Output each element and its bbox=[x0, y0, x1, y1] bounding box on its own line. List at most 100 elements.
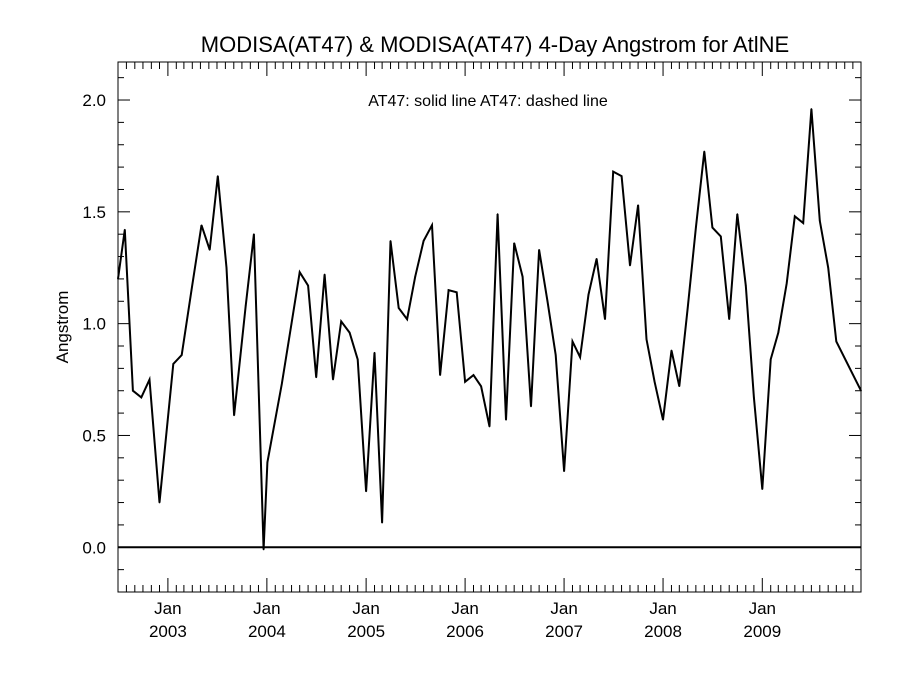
data-point bbox=[266, 461, 269, 464]
data-point bbox=[389, 240, 392, 242]
data-point bbox=[332, 378, 334, 381]
x-tick-label-month: Jan bbox=[451, 599, 478, 618]
data-point bbox=[678, 385, 681, 388]
data-point bbox=[488, 425, 491, 428]
data-point bbox=[620, 175, 623, 177]
data-point bbox=[315, 376, 318, 379]
data-point bbox=[521, 275, 524, 278]
data-point bbox=[117, 278, 119, 280]
data-point bbox=[818, 219, 821, 222]
data-point bbox=[612, 170, 614, 173]
data-point bbox=[728, 318, 731, 320]
data-point bbox=[464, 380, 466, 383]
data-point bbox=[472, 374, 475, 376]
data-point bbox=[447, 289, 450, 291]
data-point bbox=[123, 228, 126, 231]
data-point bbox=[180, 354, 183, 356]
x-tick-label-month: Jan bbox=[352, 599, 379, 618]
y-tick-label: 0.5 bbox=[82, 426, 106, 445]
data-point bbox=[587, 293, 590, 296]
data-point bbox=[414, 275, 417, 278]
x-tick-label-year: 2006 bbox=[446, 622, 484, 641]
data-point bbox=[373, 351, 376, 354]
data-point bbox=[208, 249, 211, 251]
data-point bbox=[736, 213, 739, 215]
data-point bbox=[431, 224, 433, 227]
data-point bbox=[365, 490, 367, 493]
data-point bbox=[340, 320, 342, 323]
x-tick-label-month: Jan bbox=[253, 599, 280, 618]
data-point bbox=[604, 318, 606, 320]
x-tick-label-month: Jan bbox=[550, 599, 577, 618]
data-point bbox=[720, 235, 722, 238]
data-point bbox=[810, 108, 813, 110]
data-point bbox=[860, 389, 862, 392]
data-point bbox=[280, 383, 283, 385]
data-point bbox=[244, 304, 247, 307]
x-tick-label-year: 2008 bbox=[644, 622, 682, 641]
data-point bbox=[216, 175, 219, 177]
series-legend-note: AT47: solid line AT47: dashed line bbox=[368, 93, 608, 110]
y-tick-label: 0.0 bbox=[82, 538, 106, 557]
x-tick-label-month: Jan bbox=[154, 599, 181, 618]
data-point bbox=[703, 150, 706, 153]
data-point bbox=[381, 521, 383, 524]
data-point bbox=[530, 405, 532, 408]
data-point bbox=[200, 224, 203, 227]
data-point bbox=[637, 204, 639, 206]
data-point bbox=[761, 488, 764, 490]
data-point bbox=[455, 291, 458, 294]
data-point bbox=[290, 322, 293, 325]
series-line-at47 bbox=[117, 108, 862, 550]
data-point bbox=[233, 414, 235, 417]
data-point bbox=[538, 249, 540, 251]
data-point bbox=[513, 242, 515, 244]
data-point bbox=[563, 470, 565, 473]
data-point bbox=[686, 307, 689, 309]
data-point bbox=[777, 331, 780, 334]
data-point bbox=[794, 215, 796, 218]
data-point bbox=[595, 257, 598, 260]
y-tick-label: 1.0 bbox=[82, 315, 106, 334]
data-point bbox=[132, 389, 134, 392]
data-point bbox=[225, 266, 228, 269]
data-point bbox=[406, 318, 408, 320]
x-tick-label-year: 2009 bbox=[743, 622, 781, 641]
plot-area: 0.0 0.5 1.0 1.5 2.0 Jan 2003 Jan 2004 Jan 2005 Jan 2… bbox=[82, 61, 862, 641]
x-tick-label-year: 2005 bbox=[347, 622, 385, 641]
y-tick-label: 1.5 bbox=[82, 203, 106, 222]
data-point bbox=[422, 240, 425, 242]
data-point bbox=[190, 289, 193, 291]
data-point bbox=[262, 548, 265, 551]
data-point bbox=[711, 226, 714, 229]
data-point bbox=[662, 419, 664, 421]
data-point bbox=[645, 338, 648, 341]
data-point bbox=[505, 419, 507, 421]
data-point bbox=[670, 349, 673, 352]
data-point bbox=[769, 358, 772, 361]
data-point bbox=[835, 340, 838, 343]
x-tick-label-year: 2003 bbox=[149, 622, 187, 641]
x-tick-label-month: Jan bbox=[649, 599, 676, 618]
data-point bbox=[158, 501, 161, 504]
data-point bbox=[629, 264, 631, 267]
data-point bbox=[172, 363, 175, 365]
data-point bbox=[323, 273, 326, 276]
y-tick-label: 2.0 bbox=[82, 91, 106, 110]
data-point bbox=[695, 226, 697, 229]
data-point bbox=[140, 396, 143, 399]
data-point bbox=[571, 340, 574, 343]
data-point bbox=[827, 266, 829, 269]
chart-title: MODISA(AT47) & MODISA(AT47) 4-Day Angstr… bbox=[201, 32, 789, 57]
data-point bbox=[356, 358, 359, 361]
data-point bbox=[253, 233, 255, 235]
data-point bbox=[397, 307, 400, 309]
y-axis-label: Angstrom bbox=[53, 291, 72, 364]
x-tick-label-year: 2004 bbox=[248, 622, 286, 641]
data-point bbox=[546, 300, 549, 303]
data-point bbox=[579, 356, 581, 358]
data-point bbox=[148, 378, 151, 381]
data-point bbox=[307, 284, 309, 287]
data-point bbox=[653, 380, 656, 383]
x-tick-label-month: Jan bbox=[749, 599, 776, 618]
